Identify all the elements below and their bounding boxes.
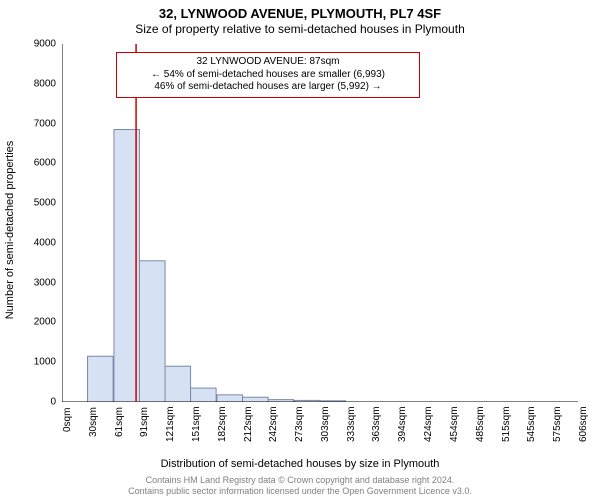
footer-line1: Contains HM Land Registry data © Crown c…: [0, 475, 600, 485]
y-tick: 2000: [24, 317, 56, 328]
x-tick: 333sqm: [346, 392, 357, 428]
y-tick: 3000: [24, 277, 56, 288]
x-tick: 575sqm: [552, 392, 563, 428]
annotation-line2: ← 54% of semi-detached houses are smalle…: [123, 69, 413, 82]
x-tick: 394sqm: [397, 392, 408, 428]
histogram-plot: [62, 44, 578, 402]
x-tick: 212sqm: [243, 392, 254, 428]
x-tick: 485sqm: [475, 392, 486, 428]
x-tick: 363sqm: [371, 392, 382, 428]
chart-title-address: 32, LYNWOOD AVENUE, PLYMOUTH, PL7 4SF: [0, 6, 600, 21]
y-tick: 7000: [24, 118, 56, 129]
x-tick: 515sqm: [501, 392, 512, 428]
y-tick: 1000: [24, 357, 56, 368]
marker-annotation: 32 LYNWOOD AVENUE: 87sqm ← 54% of semi-d…: [116, 52, 420, 98]
x-tick: 545sqm: [526, 392, 537, 428]
footer-line2: Contains public sector information licen…: [0, 486, 600, 496]
annotation-line1: 32 LYNWOOD AVENUE: 87sqm: [123, 56, 413, 69]
x-tick: 121sqm: [165, 392, 176, 428]
y-axis-label: Number of semi-detached properties: [4, 141, 16, 320]
x-tick: 0sqm: [62, 398, 73, 422]
x-tick: 303sqm: [320, 392, 331, 428]
annotation-line3: 46% of semi-detached houses are larger (…: [123, 81, 413, 94]
y-tick: 8000: [24, 78, 56, 89]
y-tick: 9000: [24, 39, 56, 50]
x-tick: 61sqm: [114, 395, 125, 425]
x-tick: 454sqm: [449, 392, 460, 428]
x-tick: 242sqm: [268, 392, 279, 428]
chart-subtitle: Size of property relative to semi-detach…: [0, 22, 600, 36]
y-tick: 5000: [24, 198, 56, 209]
x-tick: 424sqm: [423, 392, 434, 428]
x-tick: 606sqm: [578, 392, 589, 428]
x-tick: 91sqm: [139, 395, 150, 425]
x-tick: 182sqm: [217, 392, 228, 428]
x-tick: 30sqm: [88, 395, 99, 425]
x-tick: 151sqm: [191, 392, 202, 428]
x-tick: 273sqm: [294, 392, 305, 428]
footer-attribution: Contains HM Land Registry data © Crown c…: [0, 475, 600, 496]
y-tick: 6000: [24, 158, 56, 169]
chart-container: 32, LYNWOOD AVENUE, PLYMOUTH, PL7 4SF Si…: [0, 0, 600, 500]
y-tick: 4000: [24, 237, 56, 248]
y-tick: 0: [24, 397, 56, 408]
x-axis-label: Distribution of semi-detached houses by …: [0, 458, 600, 470]
